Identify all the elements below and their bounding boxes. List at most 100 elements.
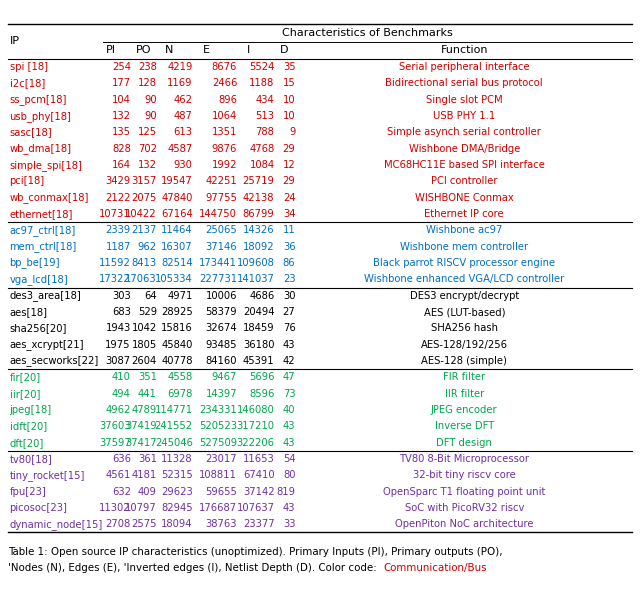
Text: 45840: 45840 — [161, 340, 193, 350]
Text: 10797: 10797 — [125, 503, 157, 513]
Text: 513: 513 — [255, 111, 275, 121]
Text: wb_dma[18]: wb_dma[18] — [10, 143, 72, 154]
Text: 5696: 5696 — [249, 372, 275, 383]
Text: DFT design: DFT design — [436, 438, 492, 447]
Text: des3_area[18]: des3_area[18] — [10, 290, 81, 301]
Text: 18094: 18094 — [161, 519, 193, 530]
Text: SoC with PicoRV32 riscv: SoC with PicoRV32 riscv — [404, 503, 524, 513]
Text: 11302: 11302 — [99, 503, 131, 513]
Text: 14326: 14326 — [243, 226, 275, 236]
Text: fpu[23]: fpu[23] — [10, 487, 46, 497]
Text: 322206: 322206 — [237, 438, 275, 447]
Text: OpenSparc T1 floating point unit: OpenSparc T1 floating point unit — [383, 487, 545, 497]
Text: 141037: 141037 — [237, 274, 275, 284]
Text: 43: 43 — [283, 421, 296, 431]
Text: 896: 896 — [218, 95, 237, 105]
Text: simple_spi[18]: simple_spi[18] — [10, 159, 83, 171]
Text: 5524: 5524 — [249, 62, 275, 72]
Text: 32-bit tiny riscv core: 32-bit tiny riscv core — [413, 470, 516, 480]
Text: 4962: 4962 — [106, 405, 131, 415]
Text: 25065: 25065 — [205, 226, 237, 236]
Text: iir[20]: iir[20] — [10, 389, 40, 399]
Text: 6978: 6978 — [167, 389, 193, 399]
Text: 20494: 20494 — [243, 307, 275, 317]
Text: AES-128 (simple): AES-128 (simple) — [421, 356, 508, 366]
Text: IIR filter: IIR filter — [445, 389, 484, 399]
Text: 10006: 10006 — [205, 291, 237, 300]
Text: 11653: 11653 — [243, 454, 275, 464]
Text: Single slot PCM: Single slot PCM — [426, 95, 502, 105]
Text: 613: 613 — [173, 127, 193, 137]
Text: 42251: 42251 — [205, 176, 237, 186]
Text: 76: 76 — [283, 323, 296, 333]
Text: 80: 80 — [283, 470, 296, 480]
Text: 34: 34 — [283, 209, 296, 219]
Text: 529: 529 — [138, 307, 157, 317]
Text: 43: 43 — [283, 340, 296, 350]
Text: 82945: 82945 — [161, 503, 193, 513]
Text: 173441: 173441 — [199, 258, 237, 268]
Text: 4587: 4587 — [168, 144, 193, 154]
Text: 58379: 58379 — [205, 307, 237, 317]
Text: 25719: 25719 — [243, 176, 275, 186]
Text: 27: 27 — [283, 307, 296, 317]
Text: 10731: 10731 — [99, 209, 131, 219]
Text: 317210: 317210 — [237, 421, 275, 431]
Text: 1975: 1975 — [106, 340, 131, 350]
Text: sha256[20]: sha256[20] — [10, 323, 67, 333]
Text: 23: 23 — [283, 274, 296, 284]
Text: 42: 42 — [283, 356, 296, 366]
Text: vga_lcd[18]: vga_lcd[18] — [10, 274, 68, 285]
Text: 15816: 15816 — [161, 323, 193, 333]
Text: 788: 788 — [255, 127, 275, 137]
Text: 462: 462 — [173, 95, 193, 105]
Text: 37142: 37142 — [243, 487, 275, 497]
Text: Wishbone DMA/Bridge: Wishbone DMA/Bridge — [408, 144, 520, 154]
Text: PCI controller: PCI controller — [431, 176, 497, 186]
Text: 59655: 59655 — [205, 487, 237, 497]
Text: 1042: 1042 — [132, 323, 157, 333]
Text: 93485: 93485 — [205, 340, 237, 350]
Text: 108811: 108811 — [199, 470, 237, 480]
Text: 16307: 16307 — [161, 242, 193, 252]
Text: aes_secworks[22]: aes_secworks[22] — [10, 356, 99, 367]
Text: 3429: 3429 — [106, 176, 131, 186]
Text: 15: 15 — [283, 79, 296, 89]
Text: 'Nodes (N), Edges (E), 'Inverted edges (I), Netlist Depth (D). Color code:: 'Nodes (N), Edges (E), 'Inverted edges (… — [8, 563, 383, 573]
Text: usb_phy[18]: usb_phy[18] — [10, 111, 72, 121]
Text: 487: 487 — [174, 111, 193, 121]
Text: Ethernet IP core: Ethernet IP core — [424, 209, 504, 219]
Text: 38763: 38763 — [205, 519, 237, 530]
Text: 227731: 227731 — [199, 274, 237, 284]
Text: 29: 29 — [283, 176, 296, 186]
Text: 10: 10 — [283, 111, 296, 121]
Text: 52315: 52315 — [161, 470, 193, 480]
Text: wb_conmax[18]: wb_conmax[18] — [10, 192, 89, 203]
Text: SHA256 hash: SHA256 hash — [431, 323, 498, 333]
Text: 632: 632 — [112, 487, 131, 497]
Text: Bidirectional serial bus protocol: Bidirectional serial bus protocol — [385, 79, 543, 89]
Text: jpeg[18]: jpeg[18] — [10, 405, 52, 415]
Text: 702: 702 — [138, 144, 157, 154]
Text: 82514: 82514 — [161, 258, 193, 268]
Text: 28925: 28925 — [161, 307, 193, 317]
Text: 434: 434 — [256, 95, 275, 105]
Text: tv80[18]: tv80[18] — [10, 454, 52, 464]
Text: fir[20]: fir[20] — [10, 372, 41, 383]
Text: 24: 24 — [283, 193, 296, 203]
Text: 1187: 1187 — [106, 242, 131, 252]
Text: 90: 90 — [144, 95, 157, 105]
Text: 4768: 4768 — [249, 144, 275, 154]
Text: 636: 636 — [112, 454, 131, 464]
Text: 12: 12 — [283, 160, 296, 170]
Text: 241552: 241552 — [155, 421, 193, 431]
Text: 4181: 4181 — [132, 470, 157, 480]
Text: 30: 30 — [283, 291, 296, 300]
Text: 1188: 1188 — [249, 79, 275, 89]
Text: 35: 35 — [283, 62, 296, 72]
Text: 23377: 23377 — [243, 519, 275, 530]
Text: picosoc[23]: picosoc[23] — [10, 503, 67, 513]
Text: 43: 43 — [283, 438, 296, 447]
Text: 1169: 1169 — [167, 79, 193, 89]
Text: 45391: 45391 — [243, 356, 275, 366]
